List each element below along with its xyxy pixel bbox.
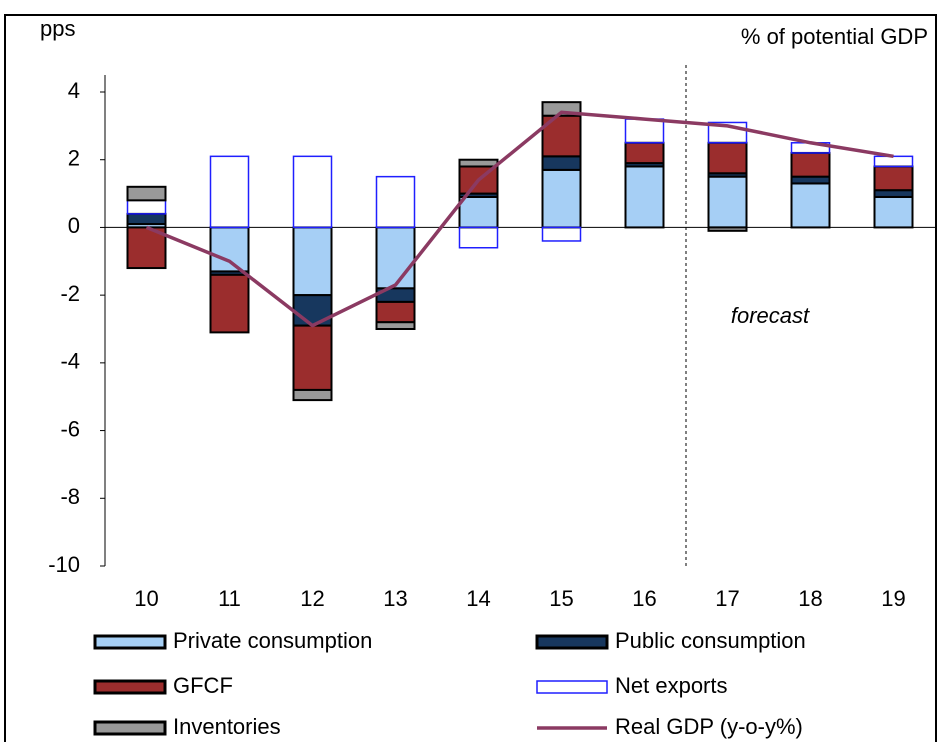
y-tick-label: -4 xyxy=(60,349,80,374)
y-tick-label: -2 xyxy=(60,281,80,306)
right-label: % of potential GDP xyxy=(741,24,928,49)
bar-segment xyxy=(375,226,416,290)
legend-label: Private consumption xyxy=(173,628,372,653)
bar-segment xyxy=(790,151,831,178)
y-tick-label: -10 xyxy=(48,552,80,577)
x-tick-label: 18 xyxy=(798,586,822,611)
annotation: forecast xyxy=(731,303,810,328)
y-axis-label: pps xyxy=(40,16,75,41)
bar-segment xyxy=(458,195,499,229)
bar-segment xyxy=(292,388,333,402)
bar-segment xyxy=(458,226,499,249)
bar-segment xyxy=(707,121,748,144)
bar-segment xyxy=(292,226,333,297)
bar-segment xyxy=(624,165,665,229)
bar-segment xyxy=(707,175,748,229)
bar-segment xyxy=(375,321,416,331)
bar-segment xyxy=(541,226,582,242)
legend-label: Real GDP (y-o-y%) xyxy=(615,714,803,739)
x-tick-label: 14 xyxy=(466,586,490,611)
line-series xyxy=(145,110,894,328)
bar-segment xyxy=(458,158,499,168)
bar-segment xyxy=(209,155,250,229)
bar-segment xyxy=(873,189,914,198)
bar-segment xyxy=(292,324,333,391)
bar-segment xyxy=(292,155,333,229)
frame xyxy=(4,14,937,742)
bar-segment xyxy=(541,155,582,171)
x-tick-label: 11 xyxy=(218,586,241,611)
bar-segment xyxy=(624,118,665,144)
x-tick-label: 16 xyxy=(632,586,656,611)
bar-segment xyxy=(209,273,250,334)
legend-label: GFCF xyxy=(173,673,233,698)
x-tick-label: 12 xyxy=(300,586,324,611)
legend-swatch xyxy=(93,679,167,695)
bar-segment xyxy=(707,141,748,175)
bar-segment xyxy=(707,226,748,232)
x-tick-label: 17 xyxy=(715,586,739,611)
legend-label: Inventories xyxy=(173,714,281,739)
legend-swatch xyxy=(535,634,609,650)
x-tick-label: 10 xyxy=(134,586,158,611)
bar-segment xyxy=(790,175,831,185)
bar-segment xyxy=(624,141,665,165)
x-tick-label: 15 xyxy=(549,586,573,611)
bar-segment xyxy=(375,175,416,229)
y-tick-label: 4 xyxy=(68,78,80,103)
x-tick-label: 19 xyxy=(881,586,905,611)
bar-segment xyxy=(873,155,914,168)
y-tick-label: 0 xyxy=(68,213,80,238)
x-tick-label: 13 xyxy=(383,586,407,611)
y-tick-label: -8 xyxy=(60,484,80,509)
bar-segment xyxy=(126,185,167,202)
bar-segment xyxy=(873,165,914,192)
legend-label: Public consumption xyxy=(615,628,806,653)
y-tick-label: 2 xyxy=(68,146,80,171)
legend-label: Net exports xyxy=(615,673,728,698)
bar-segment xyxy=(126,212,167,226)
bar-segment xyxy=(541,168,582,229)
bar-segment xyxy=(209,226,250,273)
bar-segment xyxy=(790,182,831,229)
legend-swatch xyxy=(536,680,608,694)
legend-swatch xyxy=(93,720,167,736)
legend-swatch xyxy=(93,634,167,650)
bar-segment xyxy=(126,199,167,215)
bar-segment xyxy=(873,195,914,229)
bar-segment xyxy=(375,300,416,324)
y-tick-label: -6 xyxy=(60,416,80,441)
